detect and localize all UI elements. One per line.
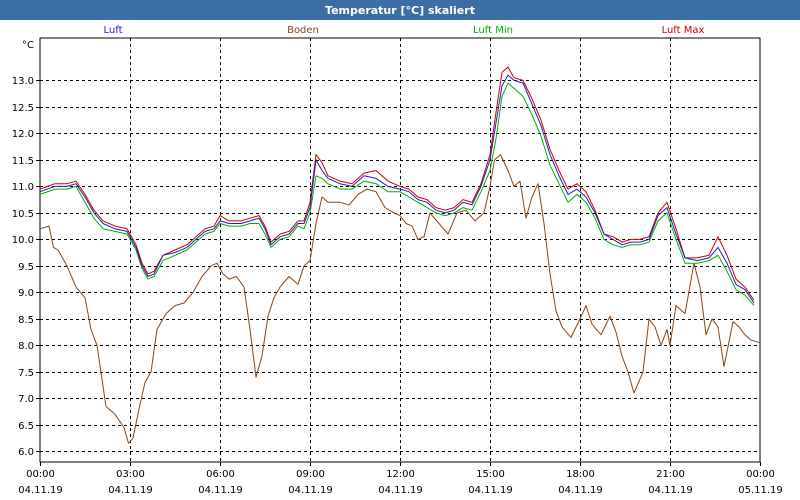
y-tick-label: 12.5 <box>12 103 34 114</box>
y-tick-label: 7.0 <box>18 394 34 405</box>
x-tick-time-label: 18:00 <box>566 469 595 480</box>
y-tick-label: 6.0 <box>18 447 34 458</box>
axes: 6.0 6.5 7.0 7.5 8.0 8.5 9.0 9.5 10.0 10.5 11.0 11.5… <box>12 40 783 496</box>
grid <box>39 37 761 463</box>
y-tick-label: 11.0 <box>12 182 34 193</box>
y-axis-unit: °C <box>22 40 34 51</box>
x-tick-date-label: 04.11.19 <box>378 485 423 496</box>
y-tick-label: 10.0 <box>12 235 34 246</box>
y-tick-label: 7.5 <box>18 368 34 379</box>
y-tick-label: 13.0 <box>12 76 34 87</box>
x-tick-time-label: 21:00 <box>656 469 685 480</box>
y-tick-label: 6.5 <box>18 421 34 432</box>
legend: Luft Boden Luft Min Luft Max <box>104 25 705 36</box>
x-tick-time-label: 00:00 <box>26 469 55 480</box>
legend-item-luft-max: Luft Max <box>662 25 705 36</box>
y-tick-label: 12.0 <box>12 129 34 140</box>
x-tick-date-label: 04.11.19 <box>288 485 333 496</box>
x-tick-date-label: 04.11.19 <box>18 485 63 496</box>
legend-item-luft: Luft <box>104 25 123 36</box>
y-tick-label: 9.5 <box>18 262 34 273</box>
y-tick-label: 10.5 <box>12 209 34 220</box>
x-tick-date-label: 04.11.19 <box>648 485 693 496</box>
x-tick-time-label: 09:00 <box>296 469 325 480</box>
y-tick-label: 11.5 <box>12 156 34 167</box>
y-tick-label: 9.0 <box>18 288 34 299</box>
series-line-boden <box>39 154 761 444</box>
x-tick-date-label: 04.11.19 <box>198 485 243 496</box>
x-tick-date-label: 04.11.19 <box>108 485 153 496</box>
x-tick-time-label: 15:00 <box>476 469 505 480</box>
legend-item-boden: Boden <box>287 25 319 36</box>
x-tick-time-label: 00:00 <box>746 469 775 480</box>
chart-title: Temperatur [°C] skaliert <box>325 3 475 17</box>
x-tick-date-label: 04.11.19 <box>558 485 603 496</box>
legend-item-luft-min: Luft Min <box>473 25 513 36</box>
y-tick-label: 8.0 <box>18 341 34 352</box>
series-line-luft <box>39 74 755 304</box>
series-lines <box>39 66 761 444</box>
y-tick-label: 8.5 <box>18 315 34 326</box>
x-tick-time-label: 12:00 <box>386 469 415 480</box>
series-line-luft-min <box>39 82 755 306</box>
x-tick-date-label: 04.11.19 <box>468 485 513 496</box>
x-tick-time-label: 03:00 <box>116 469 145 480</box>
x-tick-date-label: 05.11.19 <box>738 485 783 496</box>
x-tick-time-label: 06:00 <box>206 469 235 480</box>
chart-title-bar: Temperatur [°C] skaliert <box>0 0 800 20</box>
